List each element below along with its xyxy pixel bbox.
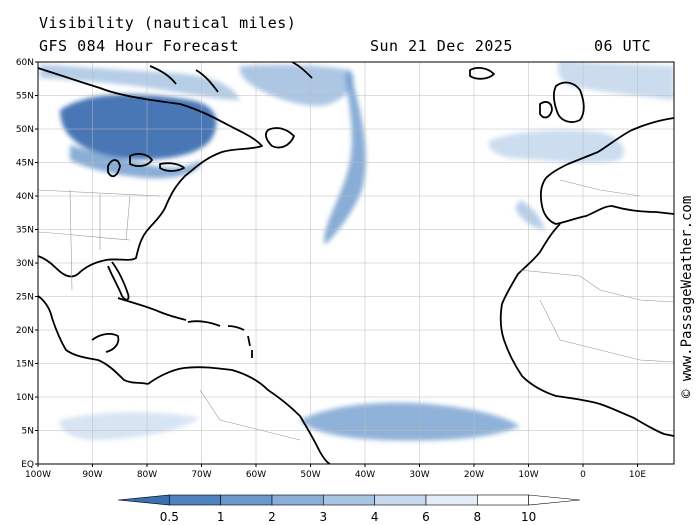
lat-tick-label: 5N: [22, 427, 34, 437]
legend-label: 2: [268, 510, 276, 524]
forecast-model-label: GFS 084 Hour Forecast: [39, 37, 240, 55]
lat-tick-label: EQ: [21, 460, 34, 470]
passageweather-credit: © www.PassageWeather.com: [679, 196, 695, 398]
legend-swatch: [220, 494, 273, 506]
legend-swatch: [477, 494, 529, 506]
legend-label: 0.5: [160, 510, 179, 524]
lat-tick-label: 25N: [16, 293, 34, 303]
legend-label: 6: [422, 510, 430, 524]
forecast-time: 06 UTC: [594, 37, 652, 55]
latitude-labels: 60N 55N 50N 45N 40N 35N 30N 25N 20N 15N 10N 5N EQ: [16, 58, 38, 470]
lat-tick-label: 40N: [16, 192, 34, 202]
legend-arrow-high: [528, 494, 581, 506]
lon-tick-label: 40W: [355, 470, 375, 480]
longitude-labels: 100W 90W 80W 70W 60W 50W 40W 30W 20W 10W 0 10E: [25, 464, 646, 480]
coastlines: [38, 62, 674, 464]
legend-swatch: [323, 494, 375, 506]
lat-tick-label: 20N: [16, 326, 34, 336]
legend-swatch: [374, 494, 427, 506]
legend-label: 4: [371, 510, 379, 524]
graticule: [38, 62, 674, 464]
lon-tick-label: 80W: [137, 470, 157, 480]
political-borders: [38, 179, 674, 441]
legend-label: 3: [320, 510, 328, 524]
lon-tick-label: 10W: [518, 470, 538, 480]
lon-tick-label: 70W: [191, 470, 211, 480]
legend-swatch: [169, 494, 221, 506]
lon-tick-label: 10E: [629, 470, 646, 480]
lon-tick-label: 20W: [464, 470, 484, 480]
forecast-date: Sun 21 Dec 2025: [370, 37, 513, 55]
legend-arrow-low: [117, 494, 170, 506]
legend-label: 8: [474, 510, 482, 524]
lat-tick-label: 45N: [16, 159, 34, 169]
lat-tick-label: 55N: [16, 92, 34, 102]
lon-tick-label: 60W: [246, 470, 266, 480]
lon-tick-label: 50W: [300, 470, 320, 480]
lat-tick-label: 35N: [16, 226, 34, 236]
map-title: Visibility (nautical miles): [39, 14, 297, 32]
lat-tick-label: 15N: [16, 360, 34, 370]
legend-swatch: [425, 494, 478, 506]
lat-tick-label: 10N: [16, 393, 34, 403]
legend-label: 10: [521, 510, 536, 524]
lon-tick-label: 0: [580, 470, 586, 480]
legend-swatch: [271, 494, 324, 506]
lon-tick-label: 30W: [409, 470, 429, 480]
lon-tick-label: 90W: [82, 470, 102, 480]
lon-tick-label: 100W: [25, 470, 51, 480]
legend-label: 1: [217, 510, 225, 524]
lat-tick-label: 50N: [16, 125, 34, 135]
credit-text: © www.PassageWeather.com: [679, 196, 695, 398]
visibility-legend: 0.5 1 2 3 4 6 8 10: [117, 494, 581, 524]
lat-tick-label: 60N: [16, 58, 34, 68]
visibility-shading: [40, 62, 674, 441]
lat-tick-label: 30N: [16, 259, 34, 269]
